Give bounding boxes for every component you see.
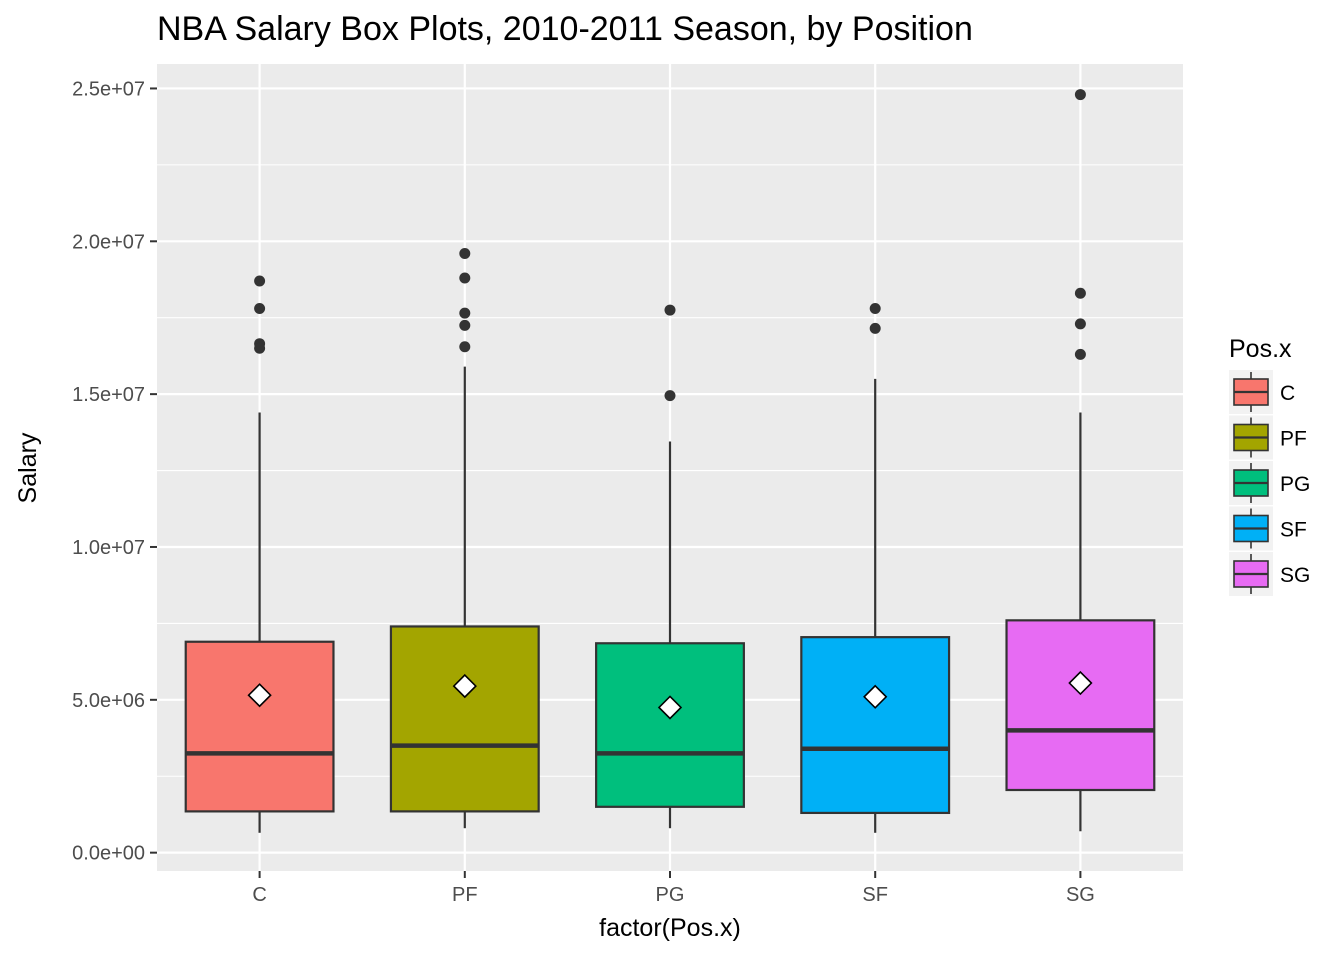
chart-title: NBA Salary Box Plots, 2010-2011 Season, … [157, 10, 973, 48]
y-axis-title: Salary [14, 432, 42, 503]
outlier-point [664, 390, 676, 402]
x-tick-label: SF [862, 884, 888, 906]
legend-label: PF [1280, 428, 1307, 451]
box-body [1005, 619, 1156, 792]
outlier-point [1074, 89, 1086, 101]
x-tick-label: PF [452, 884, 478, 906]
y-tick-label: 2.0e+07 [72, 231, 145, 253]
outlier-point [1074, 348, 1086, 360]
x-axis-title: factor(Pos.x) [599, 914, 741, 942]
outlier-point [254, 275, 266, 287]
box-pg [595, 304, 745, 829]
y-tick-label: 1.0e+07 [72, 537, 145, 559]
legend-key-c [1229, 370, 1273, 414]
y-tick-label: 2.5e+07 [72, 78, 145, 100]
legend-key-pf [1229, 415, 1273, 460]
outlier-point [459, 248, 471, 260]
mean-marker [247, 683, 272, 708]
box-body [595, 642, 745, 808]
legend-label: C [1280, 382, 1295, 405]
mean-marker [657, 695, 683, 720]
y-tick-label: 1.5e+07 [72, 384, 145, 406]
x-tick-label: C [252, 884, 266, 906]
y-axis-ticks: 0.0e+00 5.0e+06 1.0e+07 1.5e+07 2.0e+07 2.5e+… [72, 78, 157, 865]
outlier-point [254, 303, 266, 315]
mean-marker [452, 673, 477, 699]
box-body [800, 636, 951, 815]
mean-marker [1068, 670, 1093, 696]
mean-marker [863, 684, 888, 709]
legend-title: Pos.x [1229, 335, 1292, 363]
outlier-point [459, 272, 471, 284]
legend-label: SF [1280, 519, 1307, 542]
box-sg [1005, 89, 1156, 832]
outlier-point [1074, 318, 1086, 330]
outlier-point [869, 303, 881, 315]
box-body [184, 640, 335, 813]
y-tick-label: 0.0e+00 [72, 843, 145, 865]
box-pf [389, 248, 540, 829]
legend-key-sg [1229, 552, 1273, 596]
outlier-point [869, 322, 881, 334]
outlier-point [459, 307, 471, 319]
legend-key-sf [1229, 506, 1273, 551]
outlier-point [459, 341, 471, 353]
legend: Pos.x C PF PG SF SG [1229, 335, 1310, 596]
box-sf [800, 303, 951, 833]
x-tick-label: PG [656, 884, 685, 906]
x-tick-label: SG [1066, 884, 1095, 906]
outlier-point [459, 319, 471, 331]
y-tick-label: 5.0e+06 [72, 690, 145, 712]
outlier-point [1074, 287, 1086, 299]
outlier-point [254, 342, 266, 354]
x-axis-ticks: C PF PG SF SG [252, 871, 1095, 906]
box-c [184, 275, 335, 833]
legend-label: SG [1280, 564, 1310, 587]
box-series [184, 89, 1156, 833]
box-body [389, 625, 540, 813]
legend-label: PG [1280, 473, 1310, 496]
outlier-point [664, 304, 676, 316]
legend-key-pg [1229, 461, 1273, 505]
